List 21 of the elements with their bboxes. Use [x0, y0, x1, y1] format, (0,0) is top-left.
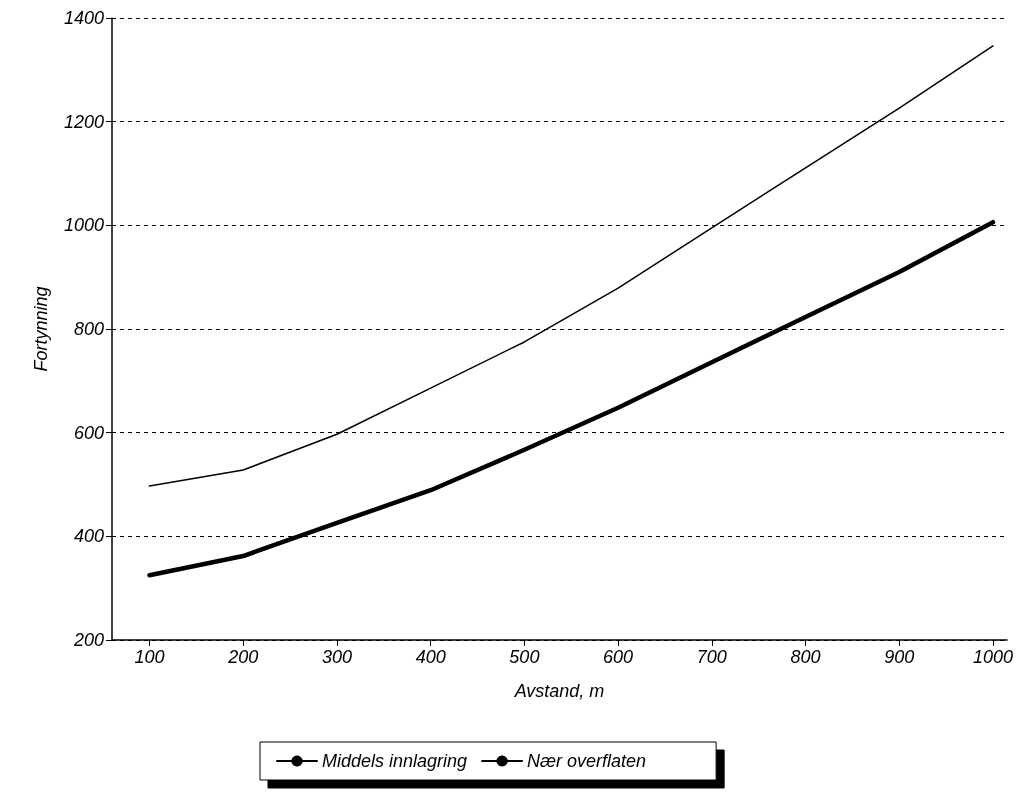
y-tick-label: 800 [73, 319, 104, 339]
x-tick-label: 400 [415, 647, 446, 667]
y-tick-label: 1400 [63, 8, 104, 28]
x-tick-label: 200 [227, 647, 259, 667]
legend-label: Nær overflaten [527, 751, 647, 771]
legend-label: Middels innlagring [322, 751, 468, 771]
y-tick-label: 200 [72, 630, 104, 650]
x-tick-label: 900 [884, 647, 915, 667]
x-axis-title: Avstand, m [513, 681, 605, 701]
y-axis-title: Fortynning [31, 286, 51, 372]
y-tick-label: 1200 [63, 111, 104, 132]
x-tick-label: 600 [603, 647, 634, 667]
x-tick-label: 500 [509, 647, 540, 667]
x-tick-label: 1000 [972, 647, 1013, 667]
x-tick-label: 700 [696, 647, 727, 667]
x-tick-label: 300 [321, 647, 352, 667]
y-tick-label: 600 [73, 422, 104, 443]
x-tick-label: 800 [790, 647, 821, 667]
y-tick-label: 400 [73, 526, 104, 547]
y-tick-label: 1000 [63, 215, 104, 236]
x-tick-label: 100 [134, 647, 165, 667]
